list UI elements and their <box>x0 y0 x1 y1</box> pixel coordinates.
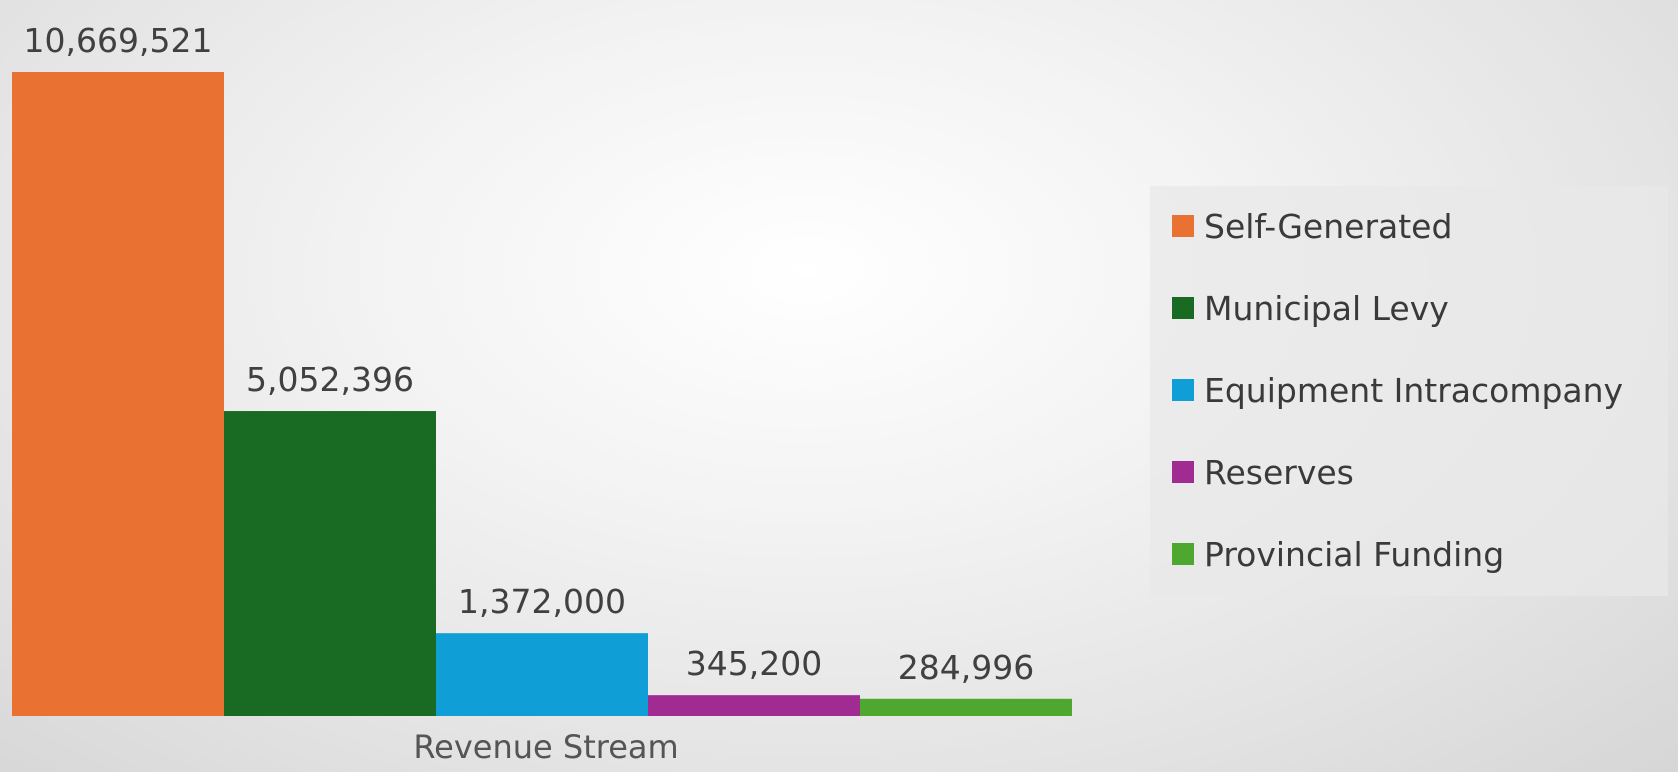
x-axis-label: Revenue Stream <box>413 728 679 766</box>
bar-self-generated <box>12 72 224 716</box>
data-label-self-generated: 10,669,521 <box>24 21 213 60</box>
legend-swatch <box>1172 543 1194 565</box>
legend-label: Municipal Levy <box>1204 288 1449 328</box>
bar-provincial-funding <box>860 698 1072 716</box>
legend-swatch <box>1172 297 1194 319</box>
data-label-equipment-intracompany: 1,372,000 <box>458 582 626 621</box>
legend-label: Self-Generated <box>1204 206 1453 246</box>
bar-municipal-levy <box>224 411 436 716</box>
legend-label: Reserves <box>1204 452 1354 492</box>
legend-label: Provincial Funding <box>1204 534 1505 574</box>
bar-reserves <box>648 695 860 716</box>
legend-item-equipment-intracompany: Equipment Intracompany <box>1172 370 1623 410</box>
data-label-reserves: 345,200 <box>686 644 822 683</box>
bar-equipment-intracompany <box>436 633 648 716</box>
legend-swatch <box>1172 379 1194 401</box>
legend-swatch <box>1172 461 1194 483</box>
legend-label: Equipment Intracompany <box>1204 370 1624 410</box>
chart-legend: Self-Generated Municipal Levy Equipment In… <box>1150 186 1668 596</box>
legend-item-self-generated: Self-Generated <box>1172 206 1452 246</box>
data-label-municipal-levy: 5,052,396 <box>246 360 414 399</box>
data-label-provincial-funding: 284,996 <box>898 648 1034 687</box>
legend-swatch <box>1172 215 1194 237</box>
chart-plot-area: 10,669,521 5,052,396 1,372,000 345,200 284,9… <box>12 21 1072 716</box>
legend-item-municipal-levy: Municipal Levy <box>1172 288 1449 328</box>
legend-item-reserves: Reserves <box>1172 452 1354 492</box>
legend-item-provincial-funding: Provincial Funding <box>1172 534 1504 574</box>
